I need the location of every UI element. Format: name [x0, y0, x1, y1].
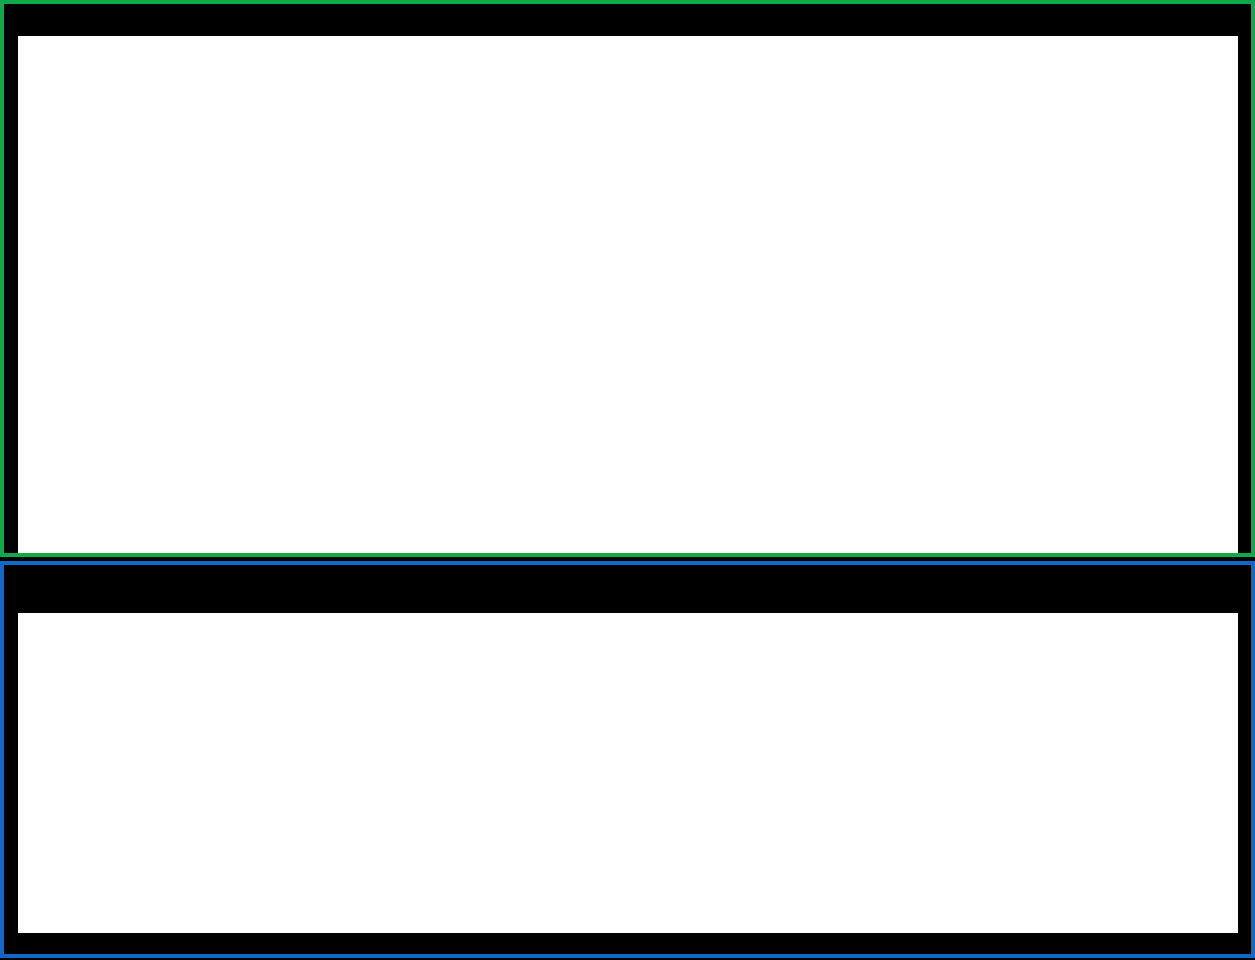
- bottom-plots-svg: [18, 613, 1238, 933]
- top-plots-svg: [18, 36, 1238, 553]
- top-figure: [0, 0, 1255, 557]
- bottom-figure: [0, 561, 1255, 958]
- top-figure-canvas: [18, 36, 1238, 553]
- bottom-figure-canvas: [18, 613, 1238, 933]
